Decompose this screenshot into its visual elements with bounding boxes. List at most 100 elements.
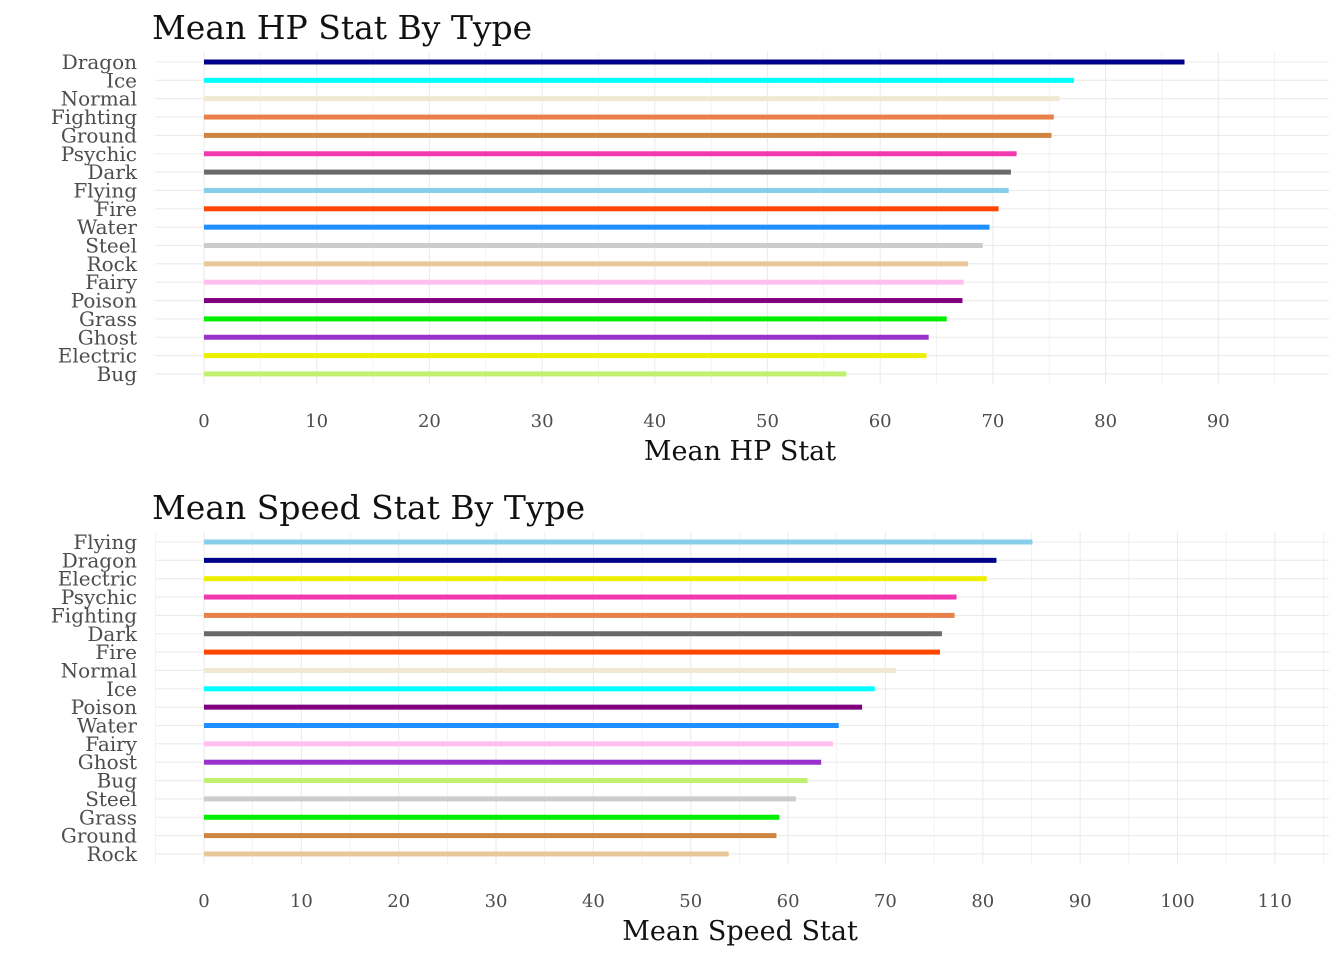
y-tick-label: Poison [71,695,137,719]
x-tick-label: 70 [981,411,1004,432]
y-tick-label: Bug [97,769,138,793]
bar-normal [204,667,897,673]
bar-ground [204,833,777,839]
x-tick-label: 20 [418,411,441,432]
x-tick-label: 60 [777,891,800,912]
y-tick-label: Dragon [62,50,137,74]
bar-normal [204,96,1060,102]
bar-dragon [204,557,997,563]
bar-dragon [204,59,1185,65]
bar-dark [204,631,942,637]
x-tick-label: 20 [387,891,410,912]
y-tick-label: Ghost [78,325,137,349]
bar-flying [204,187,1009,193]
grid-lines [155,52,1329,384]
x-tick-label: 80 [1094,411,1117,432]
x-tick-label: 40 [643,411,666,432]
bar-electric [204,353,927,359]
bar-rock [204,851,729,857]
speed-chart-title: Mean Speed Stat By Type [152,488,586,527]
x-tick-labels: 0 10 20 30 40 50 60 70 80 90 [198,411,1229,432]
bars [204,59,1185,377]
bar-ghost [204,334,929,340]
y-tick-label: Fairy [85,270,137,294]
y-tick-label: Water [77,714,138,738]
bar-fighting [204,114,1054,120]
speed-chart-panel: Mean Speed Stat By Type Flying Dragon Elec… [0,480,1344,960]
bar-poison [204,298,963,304]
bar-fighting [204,612,955,618]
y-tick-label: Electric [58,567,137,591]
bar-bug [204,371,847,377]
y-tick-label: Fairy [85,732,137,756]
bar-fairy [204,279,964,285]
x-tick-label: 10 [290,891,313,912]
y-tick-label: Rock [87,842,138,866]
hp-chart-title: Mean HP Stat By Type [152,8,533,47]
y-tick-label: Psychic [61,585,137,609]
y-tick-label: Flying [73,178,137,202]
bar-electric [204,576,987,582]
bar-fairy [204,741,833,747]
x-tick-label: 30 [531,411,554,432]
speed-bar-chart: FlyingDragonElectricPsychicFightingDarkF… [51,530,1329,947]
x-tick-label: 10 [305,411,328,432]
x-tick-label: 110 [1258,891,1292,912]
y-tick-label: Dark [87,160,138,184]
y-tick-label: Ghost [78,750,137,774]
bar-grass [204,316,947,322]
x-axis-label: Mean Speed Stat [622,916,858,947]
x-tick-label: 0 [198,891,209,912]
bar-ice [204,686,875,692]
bar-grass [204,814,780,820]
x-tick-label: 50 [679,891,702,912]
y-tick-label: Ice [106,68,137,92]
grid-lines [155,532,1329,864]
x-tick-label: 60 [869,411,892,432]
y-tick-label: Normal [61,87,137,111]
y-tick-labels: FlyingDragonElectricPsychicFightingDarkF… [51,530,138,866]
y-tick-label: Psychic [61,142,137,166]
x-tick-label: 50 [756,411,779,432]
bar-flying [204,539,1033,545]
bar-psychic [204,151,1017,157]
y-tick-label: Fire [95,197,137,221]
y-tick-label: Fire [95,640,137,664]
y-tick-label: Steel [85,234,137,258]
y-tick-label: Dark [87,622,138,646]
x-axis-label: Mean HP Stat [644,436,836,467]
y-tick-label: Normal [61,658,137,682]
y-tick-label: Steel [85,787,137,811]
y-tick-label: Rock [87,252,138,276]
y-tick-label: Grass [79,307,137,331]
x-tick-label: 40 [582,891,605,912]
y-tick-label: Water [77,215,138,239]
bar-steel [204,796,796,802]
bar-water [204,723,839,728]
x-tick-label: 30 [485,891,508,912]
x-tick-label: 70 [874,891,897,912]
bar-dark [204,169,1011,175]
bar-ground [204,132,1052,138]
y-tick-label: Fighting [51,105,137,129]
y-tick-label: Flying [73,530,137,554]
y-tick-labels: DragonIceNormalFightingGroundPsychicDark… [51,50,138,386]
y-tick-label: Poison [71,289,137,313]
bar-rock [204,261,969,267]
hp-bar-chart: DragonIceNormalFightingGroundPsychicDark… [51,50,1329,467]
x-tick-labels: 0 10 20 30 40 50 60 70 80 90 100 110 [198,891,1292,912]
y-tick-label: Bug [97,362,138,386]
bar-bug [204,778,808,784]
bar-water [204,224,990,230]
bars [204,539,1033,857]
bar-ice [204,77,1075,83]
y-tick-label: Ground [61,824,137,848]
x-tick-label: 0 [198,411,209,432]
hp-chart-panel: Mean HP Stat By Type Dragon Ice Normal Figh… [51,8,1329,467]
y-tick-label: Ice [106,677,137,701]
x-tick-label: 80 [971,891,994,912]
y-tick-label: Ground [61,123,137,147]
y-tick-label: Grass [79,805,137,829]
y-tick-label: Electric [58,344,137,368]
x-tick-label: 90 [1207,411,1230,432]
